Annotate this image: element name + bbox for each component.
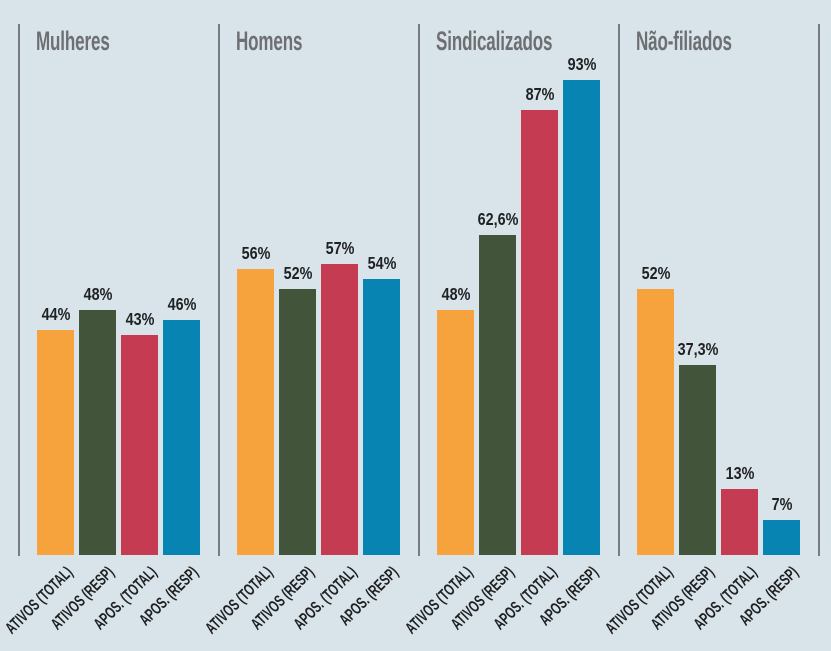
panel-divider <box>618 24 621 556</box>
bar <box>120 335 159 556</box>
bar-value-label: 93% <box>567 53 597 74</box>
bar <box>762 519 801 556</box>
bar-value-label: 52% <box>283 263 313 284</box>
bar-value-label: 37,3% <box>677 338 719 359</box>
panel-divider <box>218 24 221 556</box>
bar <box>478 235 517 556</box>
chart-panel: Sindicalizados 48% ATIVOS (TOTAL) 62,6% ATIV… <box>402 0 619 651</box>
panel-divider <box>18 24 21 556</box>
group-title: Homens <box>235 26 303 57</box>
bar <box>720 488 759 556</box>
bar <box>278 289 317 556</box>
bar-value-label: 52% <box>641 263 671 284</box>
bar <box>678 364 717 556</box>
bar <box>636 289 675 556</box>
bar <box>236 268 275 556</box>
bar <box>436 309 475 556</box>
panel-divider <box>818 24 821 556</box>
bar-value-label: 48% <box>441 283 471 304</box>
bar-value-label: 46% <box>167 294 197 315</box>
panel-divider <box>418 24 421 556</box>
bar-value-label: 57% <box>325 237 355 258</box>
bar <box>36 330 75 556</box>
bar-value-label: 7% <box>771 493 793 514</box>
group-title: Mulheres <box>35 26 110 57</box>
group-title: Não-filiados <box>635 26 732 57</box>
chart-panel: Mulheres 44% ATIVOS (TOTAL) 48% ATIVOS (RESP… <box>2 0 219 651</box>
group-title: Sindicalizados <box>435 26 553 57</box>
bar-value-label: 48% <box>83 283 113 304</box>
bar-value-label: 62,6% <box>477 209 519 230</box>
bar <box>562 79 601 556</box>
bar <box>362 279 401 556</box>
bar-value-label: 56% <box>241 242 271 263</box>
bar-value-label: 54% <box>367 253 397 274</box>
bar <box>320 263 359 556</box>
bar-value-label: 43% <box>125 309 155 330</box>
chart-panel: Não-filiados 52% ATIVOS (TOTAL) 37,3% ATIVOS… <box>602 0 819 651</box>
bar-value-label: 87% <box>525 84 555 105</box>
bar <box>520 110 559 556</box>
chart-panel: Homens 56% ATIVOS (TOTAL) 52% ATIVOS (RESP) 5… <box>202 0 419 651</box>
bar-value-label: 44% <box>41 304 71 325</box>
bar-value-label: 13% <box>725 462 755 483</box>
bar <box>78 309 117 556</box>
bar <box>162 320 201 556</box>
